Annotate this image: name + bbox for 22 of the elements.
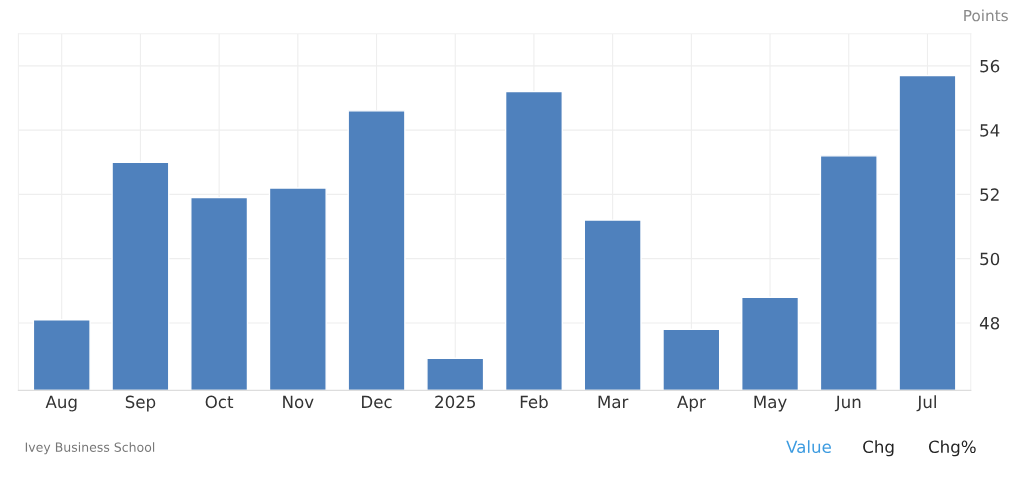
x-tick-label: Mar — [598, 395, 629, 409]
x-tick-label: Apr — [677, 395, 706, 412]
x-tick-label: Jul — [916, 395, 936, 412]
x-tick-label: Dec — [362, 395, 392, 409]
x-tick-label: 2025 — [435, 395, 475, 409]
y-tick-label: 56 — [980, 59, 1000, 73]
y-tick-label: 50 — [980, 252, 1000, 266]
text: Chg% — [928, 440, 976, 457]
y-tick-label: 48 — [979, 316, 1000, 330]
x-tick-label: Jun — [834, 395, 861, 412]
x-tick-label: Nov — [283, 395, 314, 409]
y-tick-label: 54 — [980, 124, 1000, 137]
y-axis-title: Points — [964, 9, 1008, 22]
x-tick-label: Feb — [520, 395, 548, 409]
x-tick-label: Sep — [125, 395, 156, 412]
x-tick-label: Oct — [205, 395, 234, 409]
x-tick-label: Aug — [45, 395, 77, 412]
text: Chg — [863, 440, 894, 457]
y-tick-label: 52 — [980, 188, 999, 201]
text: Value — [786, 440, 831, 454]
text: Ivey Business School — [25, 442, 155, 455]
x-tick-label: May — [754, 395, 787, 412]
